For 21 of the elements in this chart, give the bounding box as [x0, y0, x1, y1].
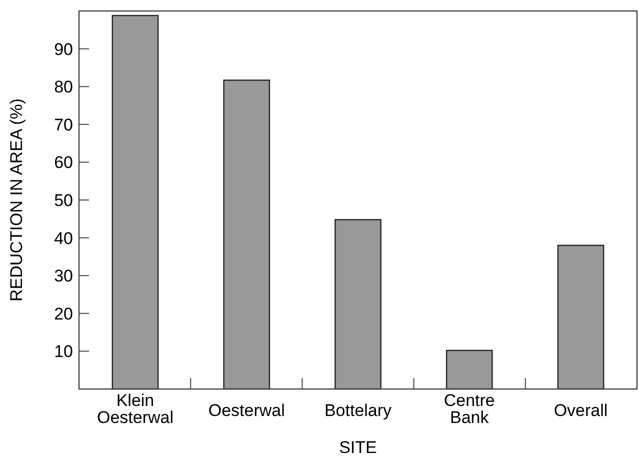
bar: [557, 244, 604, 390]
y-axis-title: REDUCTION IN AREA (%): [7, 98, 26, 302]
bar: [334, 219, 382, 390]
x-tick-label: Oesterwal: [208, 401, 285, 420]
y-tick-label: 40: [54, 228, 73, 248]
x-tick-label: Bottelary: [324, 401, 392, 420]
x-tick-label: Centre Bank: [444, 391, 495, 427]
x-axis-title: SITE: [339, 438, 377, 457]
bar: [112, 14, 159, 390]
y-tick-label: 60: [54, 153, 73, 172]
y-tick-label: 30: [54, 266, 73, 286]
x-tick-label: Klein Oesterwal: [96, 391, 174, 427]
y-tick-label: 70: [54, 115, 73, 134]
y-tick-label: 50: [54, 190, 73, 210]
y-tick-label: 90: [54, 40, 73, 59]
bar: [446, 350, 493, 390]
x-tick-label: Overall: [554, 401, 608, 420]
y-tick-label: 80: [54, 78, 73, 97]
y-tick-label: 20: [54, 304, 73, 324]
y-tick-label: 10: [54, 342, 73, 362]
bar: [223, 80, 270, 390]
